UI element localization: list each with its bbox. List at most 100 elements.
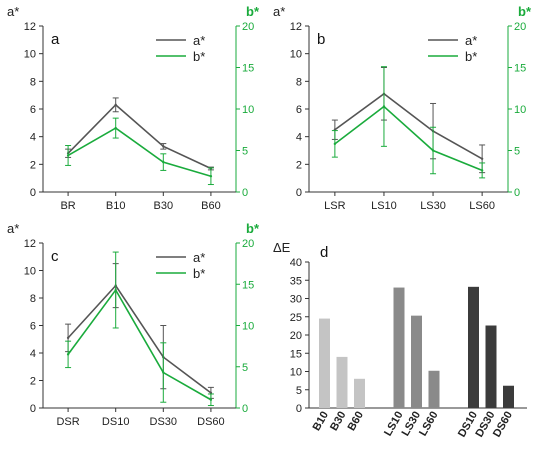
data-point: [480, 157, 484, 160]
left-tick-label: 0: [30, 187, 36, 199]
bar: [485, 325, 497, 408]
left-tick-label: 2: [30, 376, 36, 388]
left-tick-label: 0: [30, 403, 36, 415]
left-tick-label: 4: [30, 348, 36, 360]
bar: [354, 378, 365, 408]
data-point: [162, 145, 165, 148]
left-tick-label: 10: [290, 49, 302, 61]
left-tick-label: 12: [24, 238, 36, 250]
data-point: [209, 398, 213, 401]
panel-letter: d: [320, 244, 328, 261]
bar: [319, 318, 330, 408]
left-tick-label: 12: [24, 21, 36, 33]
left-tick-label: 2: [296, 159, 302, 171]
legend-label-a: a*: [193, 250, 205, 265]
legend-label-a: a*: [465, 33, 477, 48]
data-point: [66, 353, 70, 356]
bar: [336, 356, 348, 408]
x-tick-label: LS60: [469, 200, 495, 212]
right-tick-label: 5: [514, 146, 520, 158]
x-tick-label: DSR: [56, 416, 79, 428]
data-point: [162, 371, 165, 374]
series-line-b: [334, 105, 483, 172]
panel-letter: c: [51, 248, 59, 265]
y-axis-title: ΔE: [273, 240, 291, 255]
x-tick-label: DS60: [197, 416, 225, 428]
data-point: [333, 142, 337, 146]
panel-letter: a: [51, 31, 60, 48]
left-tick-label: 0: [296, 187, 302, 199]
y-tick-label: 35: [290, 275, 302, 287]
x-tick-label: DS10: [102, 416, 130, 428]
left-axis-title: a*: [7, 4, 19, 19]
left-tick-label: 2: [30, 159, 36, 171]
bar: [411, 315, 422, 408]
y-tick-label: 5: [296, 385, 302, 397]
left-tick-label: 4: [30, 132, 36, 144]
left-tick-label: 6: [30, 321, 36, 333]
left-tick-label: 8: [296, 76, 302, 88]
panel-letter: b: [317, 31, 325, 48]
right-tick-label: 10: [242, 321, 254, 333]
data-point: [480, 169, 484, 172]
data-point: [162, 160, 165, 164]
data-point: [114, 288, 117, 292]
series-line-a: [334, 92, 483, 160]
legend-label-b: b*: [193, 266, 205, 281]
right-tick-label: 10: [514, 104, 526, 116]
y-tick-label: 10: [290, 367, 302, 379]
left-tick-label: 4: [296, 132, 302, 144]
right-tick-label: 0: [242, 403, 248, 415]
x-tick-label: LS10: [371, 200, 397, 212]
y-tick-label: 20: [290, 330, 302, 342]
data-point: [114, 103, 117, 107]
series-line-b: [67, 127, 212, 177]
legend-label-b: b*: [193, 49, 205, 64]
left-tick-label: 8: [30, 293, 36, 305]
right-tick-label: 0: [514, 187, 520, 199]
bar: [393, 287, 405, 408]
x-tick-label: LS30: [420, 200, 446, 212]
left-tick-label: 6: [30, 104, 36, 116]
right-tick-label: 20: [514, 21, 526, 33]
data-point: [382, 105, 386, 108]
left-tick-label: 8: [30, 76, 36, 88]
x-tick-label: B60: [201, 200, 221, 212]
series-line-a: [67, 103, 212, 170]
y-tick-label: 25: [290, 312, 302, 324]
left-tick-label: 10: [24, 49, 36, 61]
bar: [428, 370, 440, 408]
x-tick-label: LSR: [324, 200, 345, 212]
right-axis-title: b*: [246, 221, 260, 236]
right-tick-label: 15: [514, 63, 526, 75]
right-tick-label: 20: [242, 238, 254, 250]
legend-label-b: b*: [465, 49, 477, 64]
right-tick-label: 10: [242, 104, 254, 116]
bar: [468, 286, 479, 408]
right-axis-title: b*: [518, 4, 532, 19]
x-tick-label: DS30: [150, 416, 178, 428]
x-tick-label: B30: [154, 200, 174, 212]
x-tick-label: B10: [106, 200, 126, 212]
data-point: [66, 154, 70, 157]
left-axis-title: a*: [273, 4, 285, 19]
left-tick-label: 12: [290, 21, 302, 33]
data-point: [66, 336, 70, 340]
data-point: [209, 391, 213, 395]
data-point: [431, 149, 435, 152]
series-line-a: [67, 284, 212, 394]
right-axis-title: b*: [246, 4, 260, 19]
right-tick-label: 15: [242, 279, 254, 291]
right-tick-label: 15: [242, 63, 254, 75]
data-point: [209, 175, 213, 178]
left-tick-label: 6: [296, 104, 302, 116]
left-axis-title: a*: [7, 221, 19, 236]
bar: [503, 385, 514, 408]
right-tick-label: 5: [242, 362, 248, 374]
